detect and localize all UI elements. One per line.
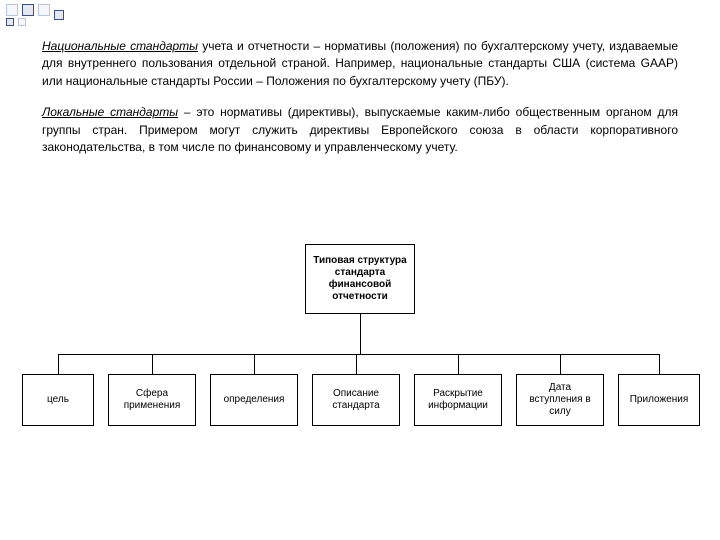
connector — [360, 314, 361, 354]
header-decoration — [0, 0, 720, 28]
connector — [458, 354, 459, 374]
paragraph-local: Локальные стандарты – это нормативы (дир… — [42, 104, 678, 156]
lead-national: Национальные стандарты — [42, 39, 198, 53]
lead-local: Локальные стандарты — [42, 105, 178, 119]
text-content: Национальные стандарты учета и отчетност… — [42, 38, 678, 170]
connector — [560, 354, 561, 374]
leaf-node: Дата вступления в силу — [516, 374, 604, 426]
connector — [659, 354, 660, 374]
leaf-node: Приложения — [618, 374, 700, 426]
leaf-node: Сфера применения — [108, 374, 196, 426]
decor-square — [6, 4, 18, 16]
connector — [356, 354, 357, 374]
decor-square — [38, 4, 50, 16]
paragraph-national: Национальные стандарты учета и отчетност… — [42, 38, 678, 90]
leaf-node: определения — [210, 374, 298, 426]
decor-square — [18, 18, 26, 26]
decor-square — [6, 18, 14, 26]
leaf-node: Раскрытие информации — [414, 374, 502, 426]
root-node: Типовая структура стандарта финансовой о… — [305, 244, 415, 314]
org-chart: Типовая структура стандарта финансовой о… — [0, 244, 720, 474]
connector — [152, 354, 153, 374]
connector — [58, 354, 659, 355]
connector — [254, 354, 255, 374]
leaf-node: цель — [22, 374, 94, 426]
decor-square — [54, 10, 64, 20]
decor-square — [22, 4, 34, 16]
connector — [58, 354, 59, 374]
leaf-node: Описание стандарта — [312, 374, 400, 426]
